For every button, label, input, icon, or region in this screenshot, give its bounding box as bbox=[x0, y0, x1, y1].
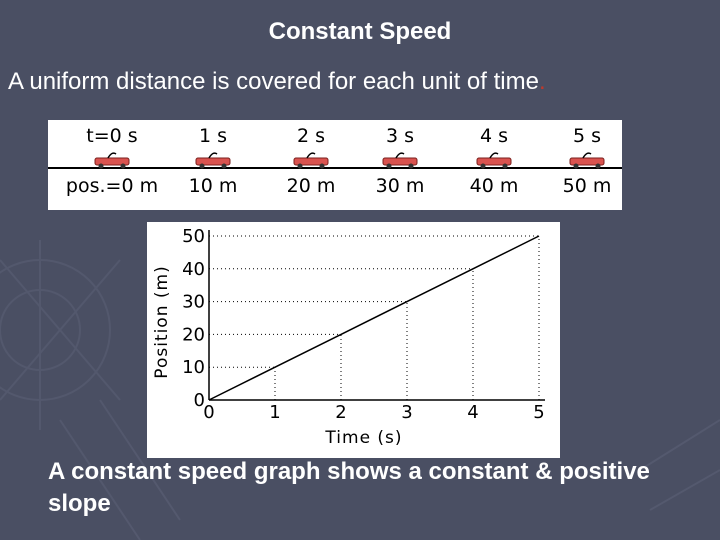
car-body bbox=[569, 157, 605, 166]
car-body bbox=[293, 157, 329, 166]
series-line bbox=[208, 235, 540, 401]
position-label-1: 10 m bbox=[189, 175, 238, 197]
car-wheel-right bbox=[595, 163, 601, 169]
car-body bbox=[94, 157, 130, 166]
x-tick-label-3: 3 bbox=[401, 402, 412, 423]
y-tick-label-4: 40 bbox=[182, 259, 205, 280]
time-label-4: 4 s bbox=[480, 125, 508, 147]
car-icon-5 bbox=[569, 152, 605, 169]
car-driver bbox=[395, 152, 405, 159]
car-wheel-right bbox=[408, 163, 414, 169]
chart-svg: 0 10 20 30 40 50 0 1 2 3 4 5 Time (s) Position (m) bbox=[152, 226, 545, 448]
car-icon-3 bbox=[382, 152, 418, 169]
position-time-chart: 0 10 20 30 40 50 0 1 2 3 4 5 Time (s) Position (m) bbox=[147, 222, 560, 458]
time-label-1: 1 s bbox=[199, 125, 227, 147]
car-wheel-left bbox=[199, 163, 205, 169]
time-label-5: 5 s bbox=[573, 125, 601, 147]
car-body bbox=[382, 157, 418, 166]
position-label-4: 40 m bbox=[470, 175, 519, 197]
motion-strip: t=0 s 1 s 2 s 3 s 4 s 5 s pos.=0 m 10 m 20 m 30 m… bbox=[48, 120, 622, 210]
y-tick-label-1: 10 bbox=[182, 357, 205, 378]
conclusion-text: A constant speed graph shows a constant … bbox=[48, 458, 650, 517]
motion-strip-diagram: t=0 s 1 s 2 s 3 s 4 s 5 s pos.=0 m 10 m 20 m 30 m… bbox=[48, 125, 622, 197]
car-body bbox=[195, 157, 231, 166]
subtitle-period: . bbox=[538, 68, 546, 95]
car-wheel-left bbox=[98, 163, 104, 169]
car-wheel-left bbox=[480, 163, 486, 169]
y-axis-label: Position (m) bbox=[152, 265, 172, 378]
slide-title: Constant Speed bbox=[268, 18, 452, 45]
car-wheel-left bbox=[297, 163, 303, 169]
x-tick-label-1: 1 bbox=[269, 402, 280, 423]
y-tick-label-5: 50 bbox=[182, 226, 205, 247]
car-wheel-right bbox=[120, 163, 126, 169]
y-tick-label-3: 30 bbox=[182, 292, 205, 313]
y-tick-label-2: 20 bbox=[182, 324, 205, 345]
car-driver bbox=[208, 152, 218, 159]
position-label-5: 50 m bbox=[563, 175, 612, 197]
position-label-2: 20 m bbox=[287, 175, 336, 197]
position-label-3: 30 m bbox=[376, 175, 425, 197]
car-wheel-left bbox=[573, 163, 579, 169]
x-tick-label-0: 0 bbox=[203, 402, 214, 423]
car-wheel-right bbox=[502, 163, 508, 169]
time-label-0: t=0 s bbox=[86, 125, 137, 147]
car-driver bbox=[306, 152, 316, 159]
subtitle-text: A uniform distance is covered for each u… bbox=[8, 68, 539, 95]
time-label-2: 2 s bbox=[297, 125, 325, 147]
car-body bbox=[476, 157, 512, 166]
time-label-3: 3 s bbox=[386, 125, 414, 147]
car-icon-2 bbox=[293, 152, 329, 169]
car-driver bbox=[107, 152, 117, 159]
x-tick-label-2: 2 bbox=[335, 402, 346, 423]
slide-subtitle: A uniform distance is covered for each u… bbox=[8, 68, 546, 96]
car-wheel-right bbox=[221, 163, 227, 169]
car-wheel-left bbox=[386, 163, 392, 169]
y-tick-label-0: 0 bbox=[194, 390, 205, 411]
car-icon-1 bbox=[195, 152, 231, 169]
car-icon-0 bbox=[94, 152, 130, 169]
x-axis-label: Time (s) bbox=[324, 428, 402, 448]
car-driver bbox=[582, 152, 592, 159]
x-tick-label-5: 5 bbox=[533, 402, 544, 423]
position-label-0: pos.=0 m bbox=[66, 175, 158, 197]
car-icon-4 bbox=[476, 152, 512, 169]
car-driver bbox=[489, 152, 499, 159]
x-tick-label-4: 4 bbox=[467, 402, 478, 423]
car-wheel-right bbox=[319, 163, 325, 169]
